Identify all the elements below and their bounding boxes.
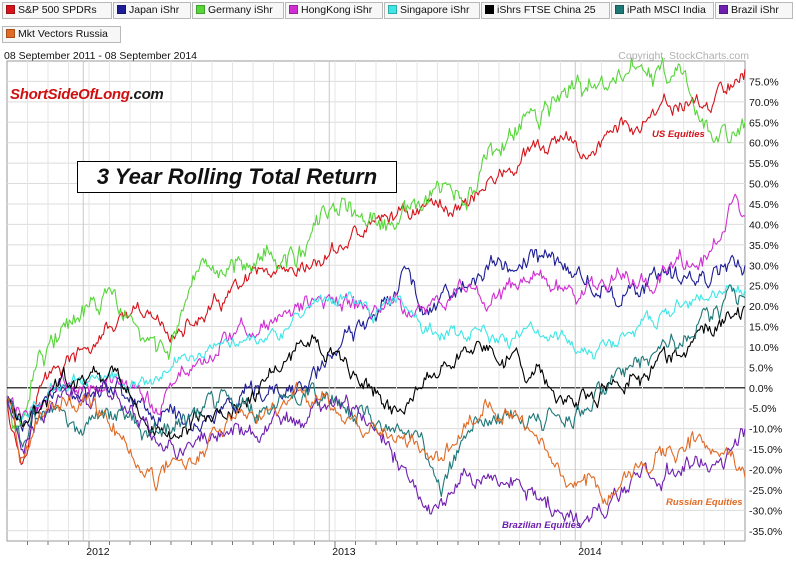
y-tick-label: 65.0% [749, 117, 779, 129]
series-line-singapore-ishr [6, 284, 746, 422]
legend-item-sp500[interactable]: S&P 500 SPDRs [2, 2, 112, 19]
legend-item-japan[interactable]: Japan iShr [113, 2, 191, 19]
y-tick-label: 75.0% [749, 76, 779, 88]
legend-swatch [485, 5, 494, 14]
series-layer [6, 57, 746, 529]
legend-item-brazil[interactable]: Brazil iShr [715, 2, 793, 19]
legend-swatch [388, 5, 397, 14]
y-tick-label: 25.0% [749, 281, 779, 293]
x-tick-label: 2014 [578, 546, 602, 558]
annotation-brazilian-equities: Brazilian Equities [502, 520, 582, 531]
legend-label: S&P 500 SPDRs [18, 4, 97, 16]
legend-item-germany[interactable]: Germany iShr [192, 2, 284, 19]
y-tick-label: 5.0% [749, 362, 773, 374]
copyright-notice: Copyright, StockCharts.com [618, 50, 749, 62]
y-tick-label: 30.0% [749, 260, 779, 272]
legend-item-hongkong[interactable]: HongKong iShr [285, 2, 383, 19]
legend-swatch [6, 29, 15, 38]
legend-item-china[interactable]: iShrs FTSE China 25 [481, 2, 610, 19]
y-tick-label: 15.0% [749, 322, 779, 334]
legend-item-russia[interactable]: Mkt Vectors Russia [2, 26, 121, 43]
brand-name: ShortSideOfLong [10, 86, 130, 103]
legend-label: Germany iShr [208, 4, 273, 16]
y-tick-label: 40.0% [749, 219, 779, 231]
series-line-japan-ishr [6, 248, 746, 433]
series-line-germany-ishr [6, 57, 746, 433]
y-tick-label: 10.0% [749, 342, 779, 354]
y-tick-label: -15.0% [749, 444, 782, 456]
legend-item-india[interactable]: iPath MSCI India [611, 2, 714, 19]
x-tick-label: 2012 [86, 546, 110, 558]
series-line-ishrs-ftse-china-25 [6, 305, 746, 440]
y-tick-label: 45.0% [749, 199, 779, 211]
y-tick-label: -35.0% [749, 526, 782, 538]
y-tick-label: 70.0% [749, 97, 779, 109]
legend-label: iPath MSCI India [627, 4, 706, 16]
y-tick-label: 0.0% [749, 383, 773, 395]
series-line-ipath-msci-india [6, 284, 746, 498]
y-tick-label: -20.0% [749, 465, 782, 477]
y-tick-label: 50.0% [749, 179, 779, 191]
annotation-us-equities: US Equities [652, 129, 705, 140]
legend-label: Japan iShr [129, 4, 180, 16]
y-tick-label: -25.0% [749, 485, 782, 497]
legend-swatch [615, 5, 624, 14]
legend-swatch [289, 5, 298, 14]
x-tick-label: 2013 [332, 546, 356, 558]
y-tick-label: 35.0% [749, 240, 779, 252]
legend-item-singapore[interactable]: Singapore iShr [384, 2, 480, 19]
legend-swatch [196, 5, 205, 14]
legend-swatch [6, 5, 15, 14]
y-tick-label: 55.0% [749, 158, 779, 170]
brand-domain: .com [129, 86, 164, 103]
brand-logo[interactable]: ShortSideOfLong.com [10, 86, 164, 103]
legend-swatch [719, 5, 728, 14]
legend-label: Singapore iShr [400, 4, 470, 16]
axis-layer: 75.0% 70.0% 65.0% 60.0% 55.0% 50.0% 45.0% 40.0%… [27, 76, 782, 558]
legend-label: iShrs FTSE China 25 [497, 4, 596, 16]
date-range: 08 September 2011 - 08 September 2014 [4, 50, 198, 62]
legend-label: HongKong iShr [301, 4, 373, 16]
legend-label: Brazil iShr [731, 4, 779, 16]
y-tick-label: -30.0% [749, 505, 782, 517]
grid-layer [6, 60, 746, 542]
y-tick-label: -10.0% [749, 424, 782, 436]
y-tick-label: 20.0% [749, 301, 779, 313]
y-tick-label: 60.0% [749, 138, 779, 150]
chart-headline: 3 Year Rolling Total Return [77, 161, 397, 193]
series-line-mkt-vectors-russia [6, 382, 746, 506]
y-tick-label: -5.0% [749, 403, 776, 415]
legend-label: Mkt Vectors Russia [18, 28, 108, 40]
annotation-russian-equities: Russian Equities [666, 497, 743, 508]
legend-swatch [117, 5, 126, 14]
